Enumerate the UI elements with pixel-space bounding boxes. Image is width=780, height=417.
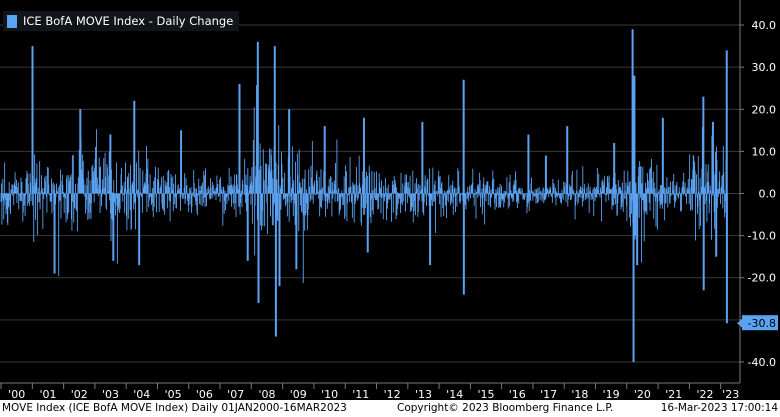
footer-timestamp: 16-Mar-2023 17:00:14: [660, 402, 778, 414]
x-tick-label: '12: [384, 388, 401, 400]
footer-bar: MOVE Index (ICE BofA MOVE Index) Daily 0…: [0, 400, 780, 417]
x-tick-label: '17: [540, 388, 557, 400]
last-value-box: [742, 315, 778, 331]
x-tick-label: '19: [603, 388, 620, 400]
legend: ICE BofA MOVE Index - Daily Change: [3, 11, 240, 31]
footer-source: MOVE Index (ICE BofA MOVE Index) Daily 0…: [2, 402, 347, 414]
x-tick-label: '04: [133, 388, 150, 400]
legend-swatch: [7, 14, 17, 28]
y-tick-label: -10.0: [748, 230, 776, 243]
y-tick-label: -40.0: [748, 356, 776, 369]
last-value-marker: -30.8: [737, 315, 778, 331]
x-tick-label: '14: [446, 388, 463, 400]
x-tick-label: '13: [415, 388, 432, 400]
y-tick-label: 0.0: [759, 188, 777, 201]
bars-series: [0, 29, 728, 362]
x-tick-label: '23: [722, 388, 739, 400]
x-tick-label: '18: [571, 388, 588, 400]
x-tick-label: '16: [509, 388, 526, 400]
x-tick-label: '08: [258, 388, 275, 400]
x-tick-label: '06: [196, 388, 213, 400]
x-tick-label: '21: [665, 388, 682, 400]
x-tick-label: '20: [634, 388, 651, 400]
x-tick-label: '10: [321, 388, 338, 400]
x-tick-label: '03: [102, 388, 119, 400]
legend-label: ICE BofA MOVE Index - Daily Change: [23, 14, 234, 28]
y-tick-label: -20.0: [748, 272, 776, 285]
last-value-label: -30.8: [748, 317, 776, 330]
x-tick-label: '01: [39, 388, 56, 400]
x-tick-label: '11: [352, 388, 369, 400]
y-tick-label: 40.0: [752, 19, 777, 32]
x-tick-label: '15: [477, 388, 494, 400]
last-value-pointer: [737, 318, 743, 329]
x-axis: '00 '01 '02 '03 '04 '05 '06 '07 '08 '09 '10 '11 '12 '…: [0, 382, 740, 400]
x-tick-label: '00: [8, 388, 25, 400]
x-tick-label: '07: [227, 388, 244, 400]
chart-canvas: 40.030.020.010.00.0-10.0-20.0-30.0-40.0 …: [0, 0, 778, 400]
y-tick-label: 20.0: [752, 103, 777, 116]
x-tick-label: '05: [165, 388, 182, 400]
footer-copyright: Copyright© 2023 Bloomberg Finance L.P.: [397, 402, 614, 414]
x-tick-label: '02: [71, 388, 88, 400]
y-tick-label: 30.0: [752, 61, 777, 74]
x-tick-label: '09: [290, 388, 307, 400]
y-tick-label: 10.0: [752, 145, 777, 158]
x-tick-label: '22: [696, 388, 713, 400]
